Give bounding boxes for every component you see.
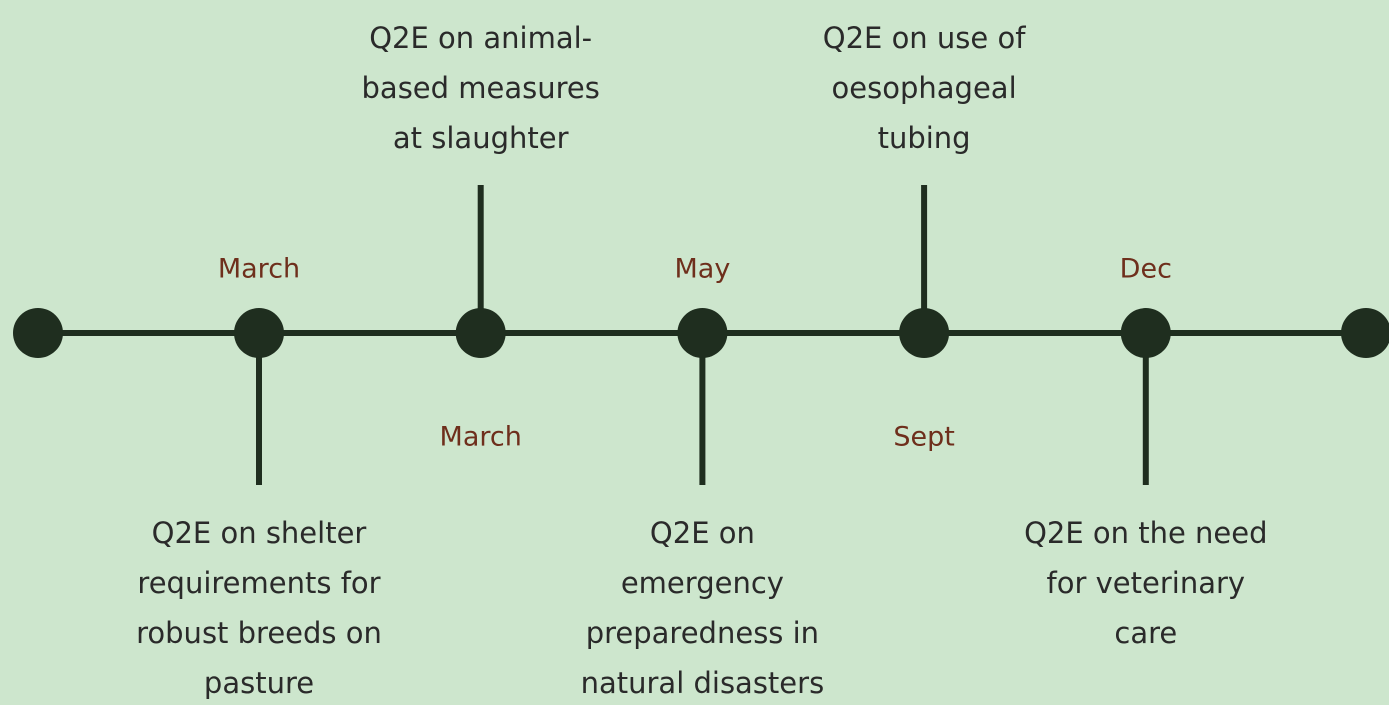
event-label: robust breeds on [136, 616, 382, 650]
event-label: oesophageal [832, 71, 1017, 105]
event-label: Q2E on animal- [369, 21, 592, 55]
event-label: tubing [878, 121, 971, 155]
event-label: for veterinary [1047, 566, 1246, 600]
event-month: March [218, 254, 300, 285]
event-label: Q2E on the need [1024, 516, 1267, 550]
event-node [234, 308, 284, 358]
event-label: Q2E on [650, 516, 755, 550]
timeline-end [1341, 308, 1389, 358]
event-label: pasture [204, 666, 314, 700]
event-label: care [1114, 616, 1177, 650]
event-label: at slaughter [393, 121, 569, 155]
event-node [899, 308, 950, 358]
event-label: natural disasters [581, 666, 825, 700]
event-label: emergency [621, 566, 784, 600]
event-node [677, 308, 728, 358]
timeline-start [13, 308, 63, 358]
event-label: Q2E on use of [823, 21, 1026, 55]
event-month: Dec [1120, 254, 1172, 285]
event-label: preparedness in [586, 616, 819, 650]
event-label: Q2E on shelter [152, 516, 367, 550]
event-month: May [674, 254, 730, 285]
event-label: requirements for [137, 566, 380, 600]
event-node [1120, 308, 1171, 358]
event-node [455, 308, 506, 358]
event-label: based measures [362, 71, 600, 105]
event-month: Sept [893, 422, 954, 453]
event-month: March [440, 422, 522, 453]
